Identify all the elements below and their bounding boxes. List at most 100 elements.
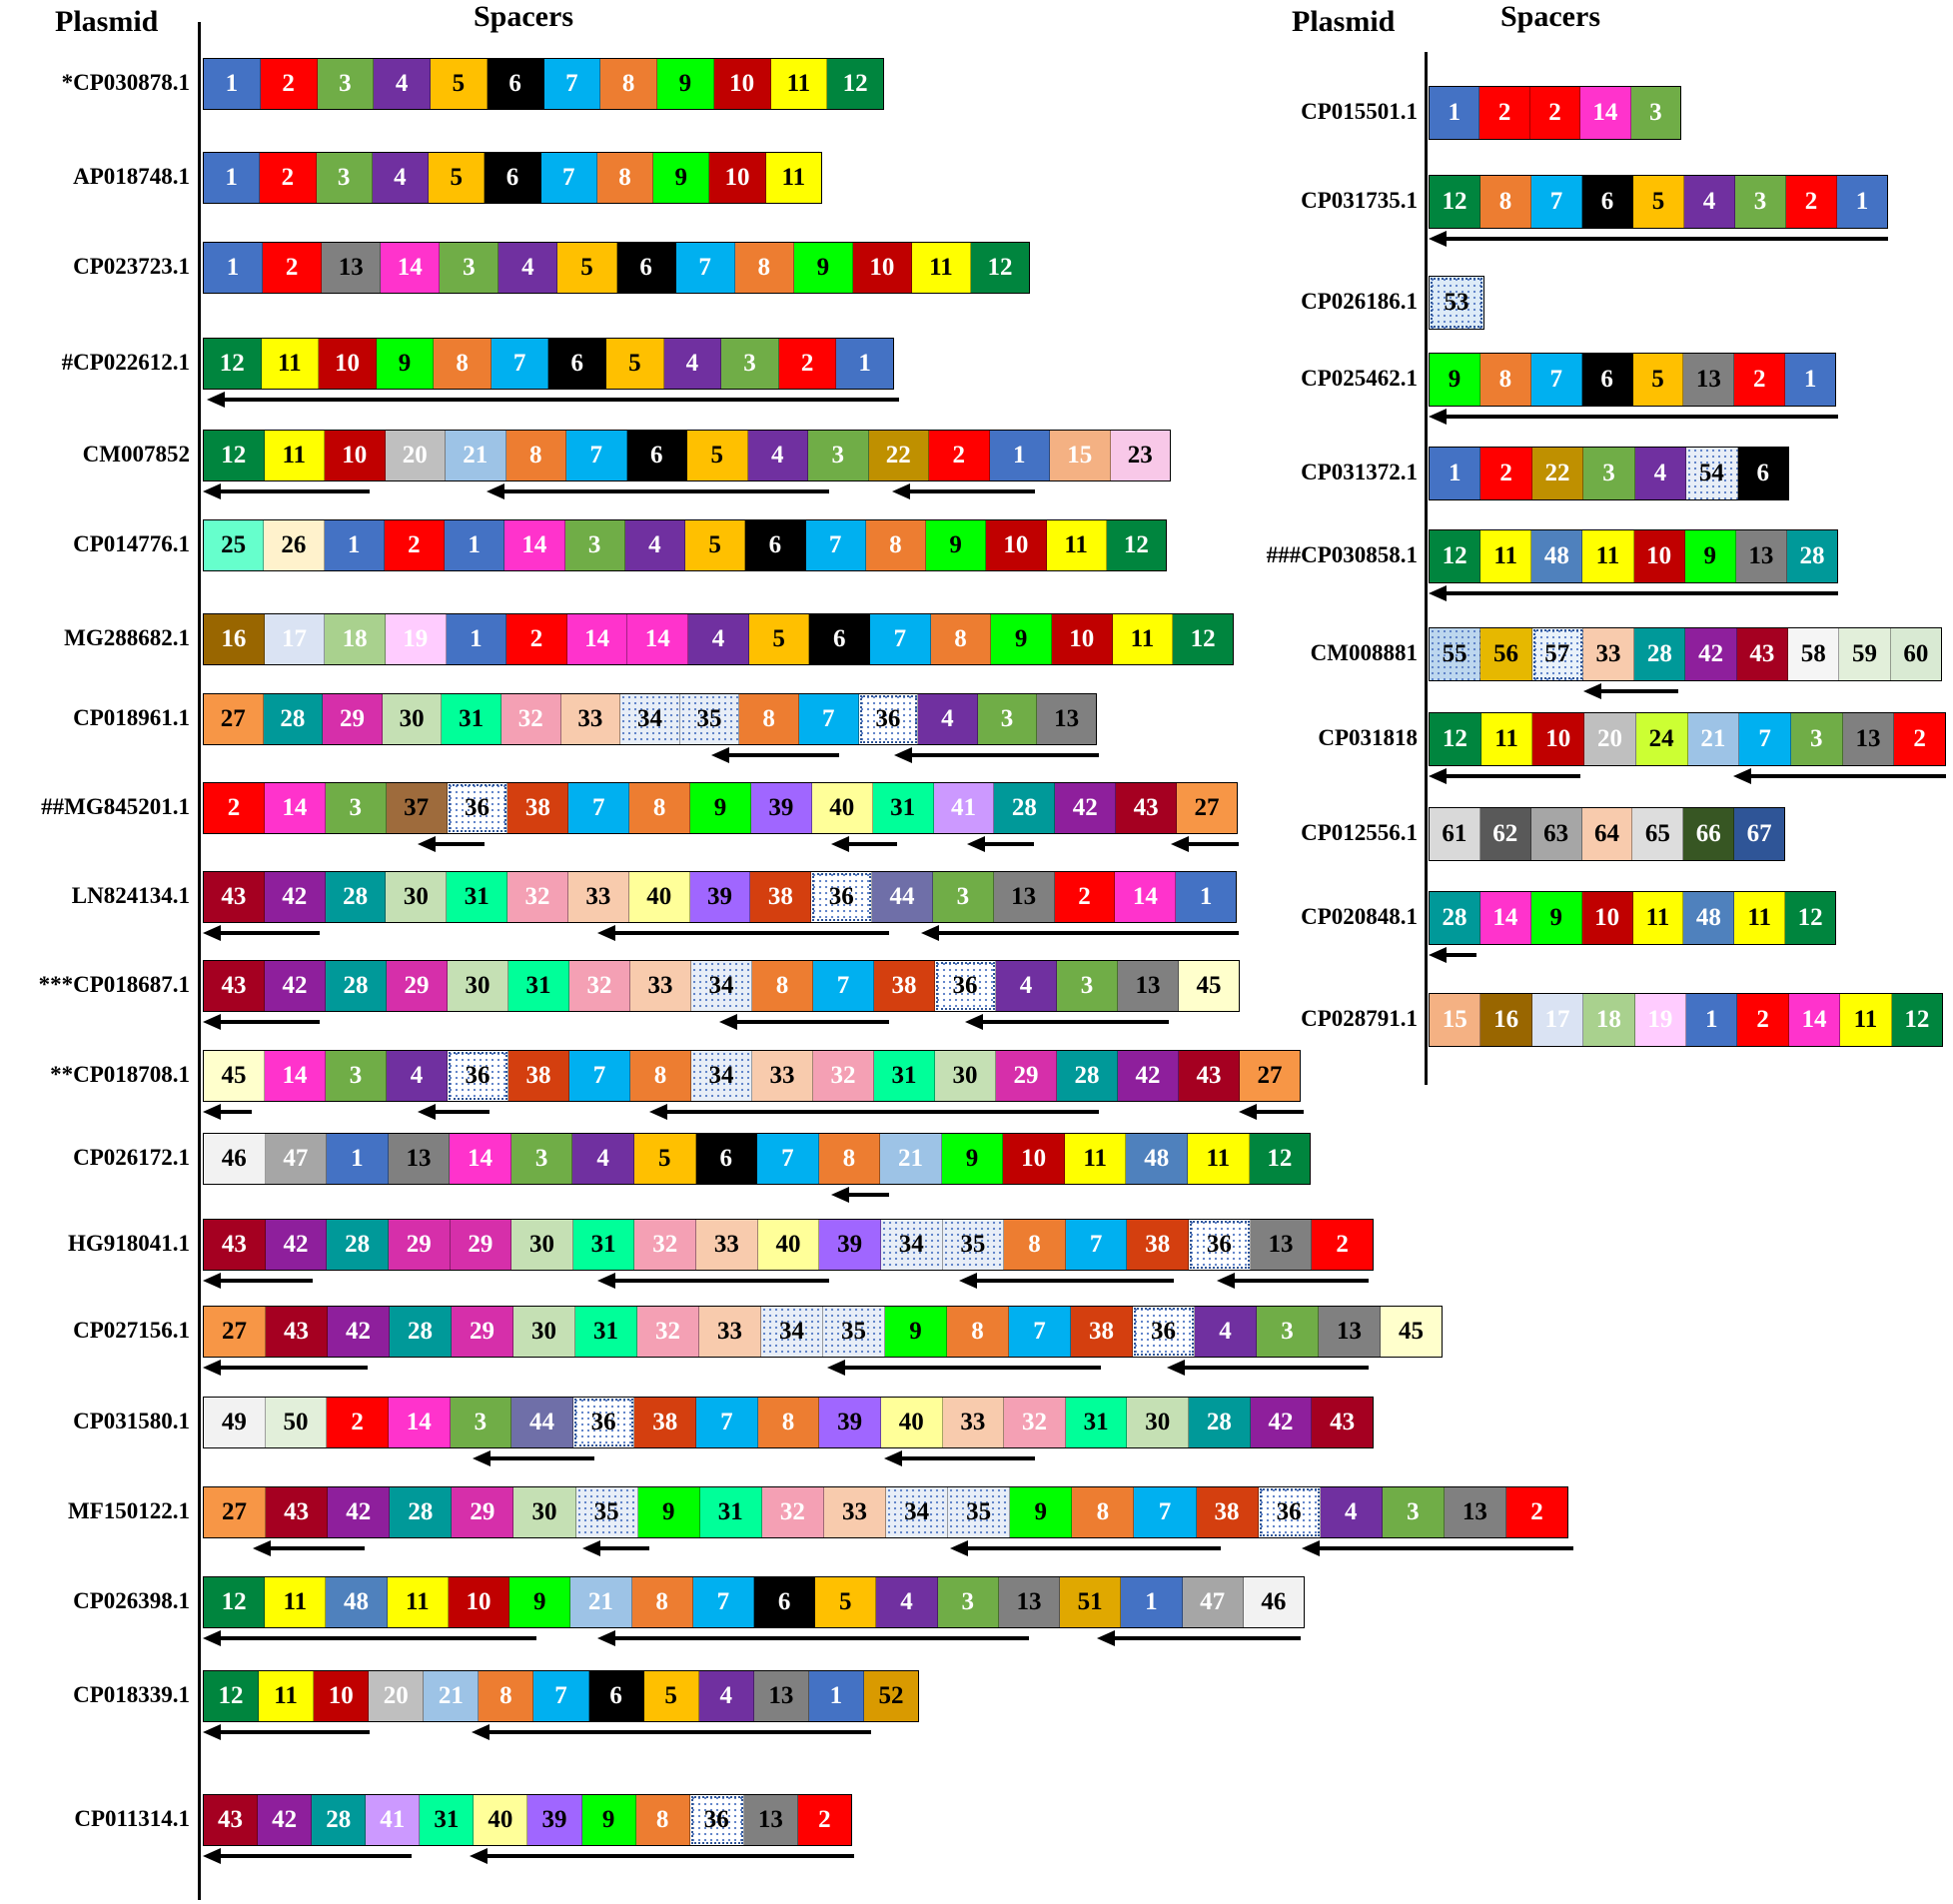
arrow-shaft: [1445, 415, 1838, 419]
arrow-head: [1583, 683, 1601, 699]
spacer-cell: 3: [721, 339, 779, 389]
spacer-cell: 12: [1785, 892, 1835, 944]
spacer-cell: 42: [1055, 783, 1117, 833]
direction-arrow: [597, 1630, 1029, 1646]
arrow-shaft: [847, 1193, 889, 1197]
spacer-cell: 6: [753, 1577, 816, 1627]
spacer-cell: 27: [204, 1307, 266, 1357]
direction-arrow: [203, 925, 320, 941]
direction-arrow: [827, 1360, 1101, 1376]
arrow-head: [1429, 231, 1447, 247]
spacer-cell: 8: [629, 783, 690, 833]
spacer-cell: 4: [387, 1051, 448, 1101]
direction-arrow: [203, 1360, 368, 1376]
spacer-cell: 7: [870, 614, 931, 664]
spacer-cell: 11: [1480, 530, 1532, 582]
arrow-head: [884, 1450, 902, 1466]
spacer-cell: 11: [387, 1577, 449, 1627]
spacer-cell: 11: [1632, 892, 1684, 944]
direction-arrow: [959, 1273, 1174, 1289]
arrow-head: [1429, 409, 1447, 425]
spacer-cell: 7: [1009, 1307, 1071, 1357]
spacer-cell: 5: [643, 1671, 699, 1721]
spacer-cell: 4: [624, 520, 685, 570]
spacer-cell: 11: [1064, 1134, 1127, 1184]
spacer-cell: 32: [761, 1487, 824, 1537]
spacer-cell: 2: [384, 520, 445, 570]
arrow-shaft: [219, 1854, 412, 1858]
arrow-head: [1302, 1540, 1320, 1556]
spacer-cell: 2: [1054, 872, 1116, 922]
spacer-cell: 2: [797, 1795, 851, 1845]
spacer-cell: 3: [808, 431, 869, 480]
arrow-shaft: [219, 1020, 320, 1024]
spacer-cell: 14: [1788, 994, 1841, 1046]
arrow-shaft: [1599, 689, 1678, 693]
arrow-shaft: [488, 1730, 871, 1734]
spacer-cell: 20: [385, 431, 446, 480]
spacer-cell: 14: [1580, 87, 1631, 139]
spacer-array-cp015501.1: 1 2 2 14 3: [1429, 86, 1681, 140]
arrow-shaft: [665, 1110, 1099, 1114]
spacer-cell: 6: [1737, 448, 1788, 499]
spacer-cell: 4: [1320, 1487, 1383, 1537]
spacer-cell: 9: [991, 614, 1052, 664]
plasmid-label: LN824134.1: [71, 883, 190, 908]
spacer-cell: 28: [1430, 892, 1480, 944]
arrow-shaft: [1233, 1279, 1369, 1283]
spacer-cell: 30: [382, 694, 443, 744]
spacer-cell: 7: [757, 1134, 819, 1184]
spacer-cell: 2: [1734, 354, 1786, 406]
spacer-cell: 7: [1530, 354, 1582, 406]
spacer-cell: 44: [511, 1398, 573, 1447]
spacer-cell: 6: [1582, 176, 1633, 228]
spacer-cell: 8: [930, 614, 992, 664]
arrow-head: [1429, 768, 1447, 784]
spacer-cell: 42: [1685, 628, 1737, 680]
spacer-cell: 33: [699, 1307, 761, 1357]
spacer-cell: 38: [750, 872, 812, 922]
direction-arrow: [967, 836, 1034, 852]
spacer-cell: 40: [880, 1398, 943, 1447]
arrow-head: [203, 1014, 221, 1030]
spacer-cell: 10: [319, 339, 377, 389]
spacer-cell: 54: [1686, 448, 1738, 499]
spacer-cell: 13: [993, 872, 1055, 922]
spacer-array-ln824134.1: 43 42 28 30 31 32 33 40 39 38 36 44 3 13 2 14 1: [203, 871, 1237, 923]
spacer-array-mf150122.1: 27 43 42 28 29 30 35 9 31 32 33 34 35 9 8 7 38 36 4 3 13 2: [203, 1486, 1568, 1538]
spacer-cell: 63: [1530, 808, 1582, 860]
spacer-cell: 13: [743, 1795, 798, 1845]
spacer-cell: 65: [1632, 808, 1684, 860]
spacer-cell: 8: [752, 961, 813, 1011]
right-spacers-header: Spacers: [1500, 0, 1600, 33]
spacer-cell: 2: [1786, 176, 1837, 228]
spacer-cell: 11: [1582, 530, 1634, 582]
spacer-cell: 58: [1788, 628, 1840, 680]
spacer-cell: 11: [264, 431, 325, 480]
spacer-cell: 32: [569, 961, 630, 1011]
plasmid-label: CP031580.1: [73, 1409, 190, 1433]
spacer-cell: 3: [1382, 1487, 1445, 1537]
spacer-cell: 13: [998, 1577, 1061, 1627]
arrow-head: [921, 925, 939, 941]
spacer-cell: 12: [204, 1577, 266, 1627]
spacer-cell: 38: [874, 961, 935, 1011]
spacer-cell: 36: [1189, 1220, 1251, 1270]
spacer-cell: 20: [1584, 713, 1636, 765]
spacer-cell: 33: [630, 961, 691, 1011]
spacer-cell: 11: [1112, 614, 1174, 664]
arrow-shaft: [219, 1730, 370, 1734]
arrow-shaft: [937, 931, 1239, 935]
spacer-cell: 1: [204, 59, 261, 109]
spacer-cell: 14: [504, 520, 565, 570]
spacer-cell: 8: [1479, 354, 1531, 406]
spacer-cell: 3: [326, 1051, 387, 1101]
spacer-cell: 42: [1250, 1398, 1313, 1447]
arrow-head: [597, 1273, 615, 1289]
arrow-shaft: [598, 1546, 649, 1550]
spacer-cell: 33: [942, 1398, 1005, 1447]
spacer-cell: 20: [369, 1671, 425, 1721]
spacer-cell: 6: [616, 243, 676, 293]
spacer-cell: 7: [1531, 176, 1582, 228]
plasmid-label: CP014776.1: [73, 531, 190, 556]
